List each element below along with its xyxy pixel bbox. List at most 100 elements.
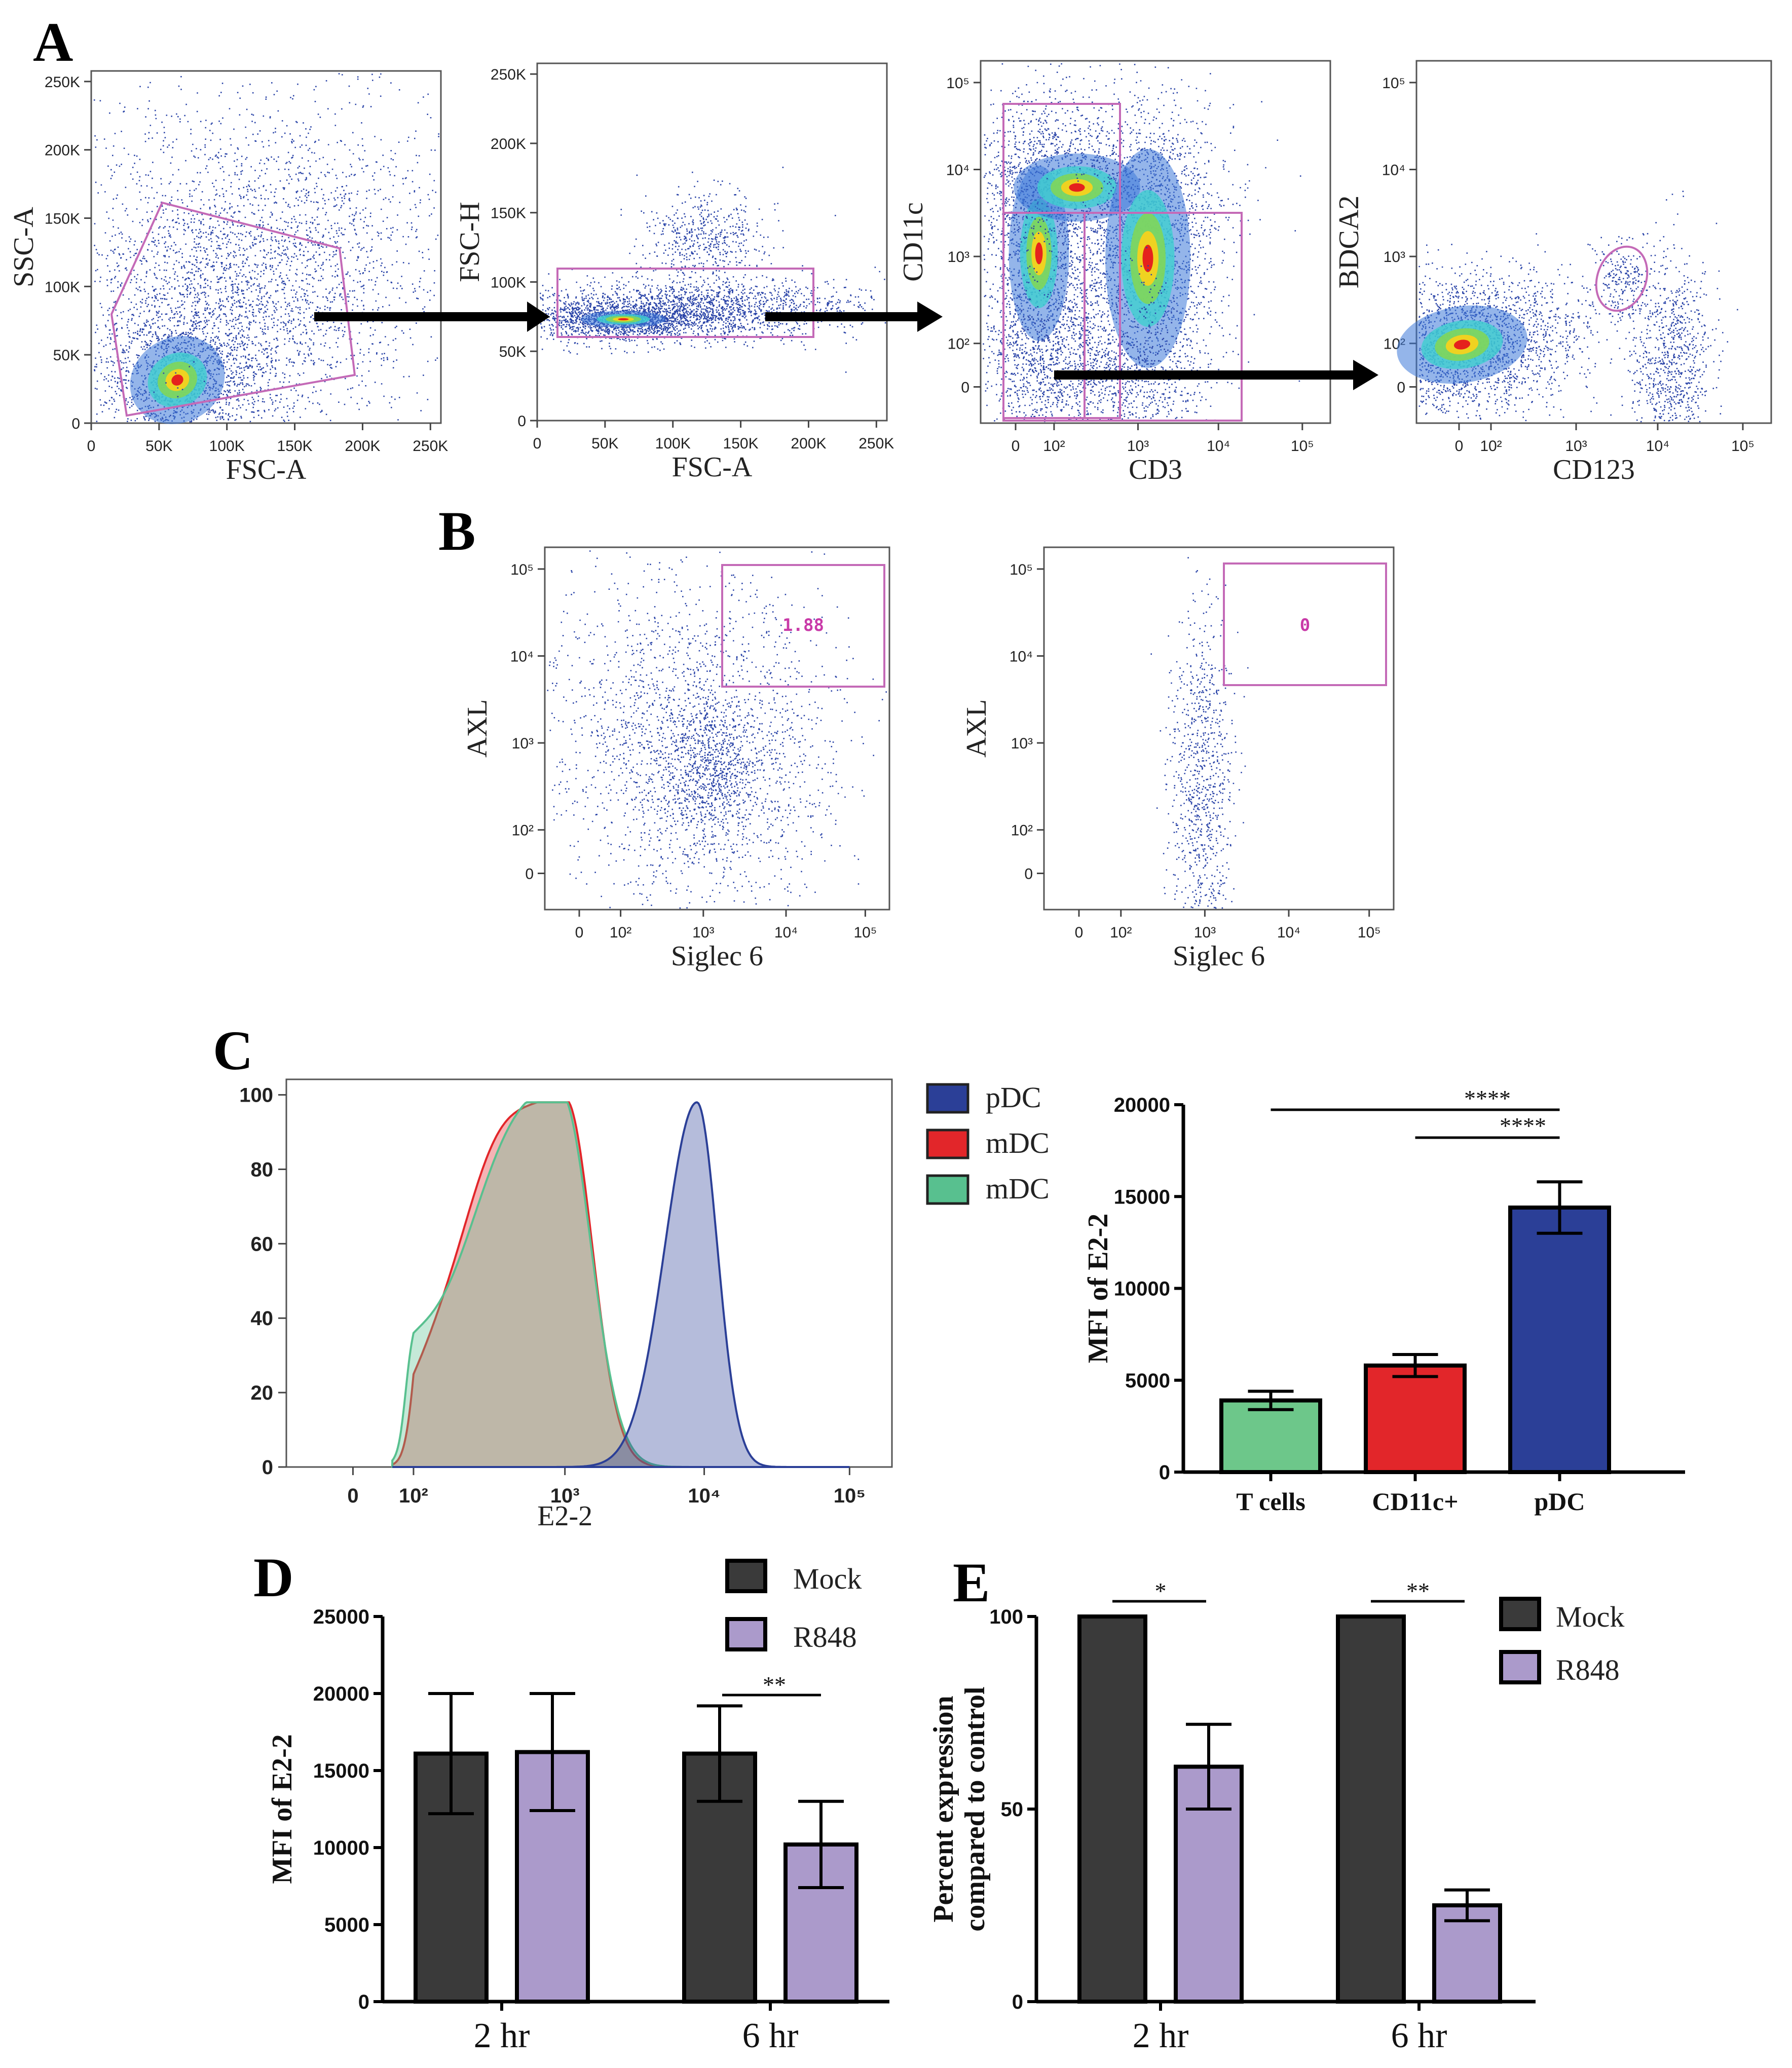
category-label: 2 hr (1133, 2016, 1189, 2055)
density-red (171, 374, 183, 386)
plot-b1-frame (544, 546, 890, 911)
y-tick-label: 10³ (948, 249, 969, 266)
x-tick-label: 10⁴ (688, 1485, 720, 1507)
x-tick-label: 250K (413, 438, 448, 455)
x-tick-label: 100K (655, 435, 691, 452)
x-tick-label: 0 (575, 924, 584, 941)
x-tick-label: 10² (399, 1485, 428, 1507)
y-tick-label: 50K (53, 347, 80, 364)
legend-swatch (926, 1174, 969, 1205)
x-tick-label: 10⁵ (834, 1485, 866, 1507)
legend-label: R848 (793, 1621, 857, 1653)
event-dots (551, 551, 874, 909)
bar (1364, 1363, 1467, 1474)
density-red (1142, 245, 1153, 272)
x-tick-label: 150K (723, 435, 759, 452)
y-tick-label: 40 (251, 1307, 274, 1330)
panel-letter-e: E (953, 1552, 990, 1613)
x-tick-label: 10² (1110, 924, 1132, 941)
x-tick-label: 10⁴ (1207, 438, 1230, 455)
legend-label: R848 (1556, 1653, 1620, 1686)
event-dots (983, 210, 1300, 422)
bar (1077, 1614, 1147, 2004)
y-tick-label: 10⁴ (1382, 162, 1405, 179)
legend-swatch (725, 1559, 767, 1593)
x-tick-label: 50K (145, 438, 172, 455)
plot-b2-frame (1043, 546, 1395, 911)
y-tick-label: 10⁵ (946, 75, 969, 92)
y-axis-title: AXL (462, 699, 493, 758)
population-cloud (551, 551, 874, 909)
y-axis-title: AXL (961, 699, 992, 758)
series-pdc-blue (392, 1101, 850, 1468)
x-tick-label: 150K (277, 438, 313, 455)
population-cloud (983, 210, 1300, 422)
population-cloud (545, 297, 738, 346)
y-tick-label: 100K (491, 274, 526, 291)
plot-a2: 0 50K 100K 150K 200K 250K 0 50K 100K 150K 200K 250K… (454, 62, 894, 483)
category-label: T cells (1236, 1487, 1305, 1516)
gate-axl-siglec (1223, 562, 1387, 686)
y-tick-label: 10000 (1114, 1278, 1170, 1300)
category-label: 2 hr (474, 2016, 530, 2055)
plot-b1: 0 10² 10³ 10⁴ 10⁵ 0 10² 10³ 10⁴ 10⁵ Siglec 6 AXL 1.8… (462, 546, 890, 972)
legend-label: mDC (986, 1126, 1050, 1159)
category-label: 6 hr (1391, 2016, 1447, 2055)
panel-a-flow-plots: 0 50K 100K 150K 200K 250K 0 50K 100K 150K 200K 250K… (8, 60, 1772, 485)
y-axis-title: BDCA2 (1333, 196, 1365, 289)
x-tick-label: 10⁵ (1291, 438, 1314, 455)
population-cloud (983, 88, 1296, 341)
x-tick-label: 0 (1075, 924, 1084, 941)
panel-letter-c: C (213, 1020, 253, 1081)
y-axis-title: FSC-H (454, 202, 486, 282)
y-tick-label: 0 (1159, 1461, 1170, 1484)
panel-letter-b: B (438, 500, 475, 562)
event-dots (649, 681, 764, 850)
y-tick-label: 10² (512, 822, 534, 839)
y-tick-label: 0 (262, 1456, 273, 1479)
legend-label: Mock (793, 1562, 862, 1595)
panel-c-bar-chart: 0 5000 10000 15000 20000 MFI of E2-2 T cells CD… (1082, 1085, 1685, 1516)
x-axis-title: Siglec 6 (671, 941, 763, 972)
legend-swatch (1499, 1650, 1541, 1684)
gate-pdc (1595, 245, 1649, 312)
y-tick-label: 0 (961, 380, 969, 396)
y-tick-label: 20 (251, 1382, 274, 1404)
legend-label: mDC (986, 1172, 1050, 1205)
legend-label: Mock (1556, 1600, 1624, 1633)
x-tick-label: 0 (1012, 438, 1020, 455)
y-axis-title: CD11c (898, 202, 929, 282)
x-tick-label: 0 (87, 438, 96, 455)
y-tick-label: 0 (525, 866, 534, 883)
density-red (1069, 183, 1085, 192)
gate-percentage: 0 (1300, 615, 1310, 635)
x-tick-label: 10² (1043, 438, 1065, 455)
y-tick-label: 10² (1011, 822, 1033, 839)
plot-a1: 0 50K 100K 150K 200K 250K 0 50K 100K 150K 200K 250K… (8, 70, 448, 485)
population-cloud (539, 265, 886, 373)
legend-swatch (1499, 1597, 1541, 1631)
y-tick-label: 10³ (512, 735, 534, 752)
y-tick-label: 250K (491, 66, 526, 83)
x-tick-label: 10² (610, 924, 631, 941)
y-tick-label: 80 (251, 1158, 274, 1181)
y-tick-label: 200K (45, 142, 80, 159)
significance-label: **** (1500, 1113, 1546, 1139)
y-tick-label: 150K (491, 205, 526, 222)
x-tick-label: 100K (209, 438, 245, 455)
significance-label: **** (1464, 1085, 1511, 1111)
y-tick-label: 200K (491, 136, 526, 153)
x-tick-label: 250K (858, 435, 894, 452)
y-tick-label: 5000 (324, 1914, 369, 1936)
density-red (618, 318, 629, 321)
gate-axl-siglec (721, 564, 885, 688)
density-red (1453, 340, 1471, 350)
population-cloud (94, 236, 316, 424)
arrow-1-head (527, 302, 550, 332)
y-tick-label: 10⁴ (946, 162, 969, 179)
x-axis-title: Siglec 6 (1173, 941, 1265, 972)
y-tick-label: 10⁴ (510, 649, 534, 665)
y-axis-title: SSC-A (8, 207, 40, 287)
y-axis-title: MFI of E2-2 (1082, 1214, 1114, 1364)
panel-letter-a: A (33, 11, 73, 73)
